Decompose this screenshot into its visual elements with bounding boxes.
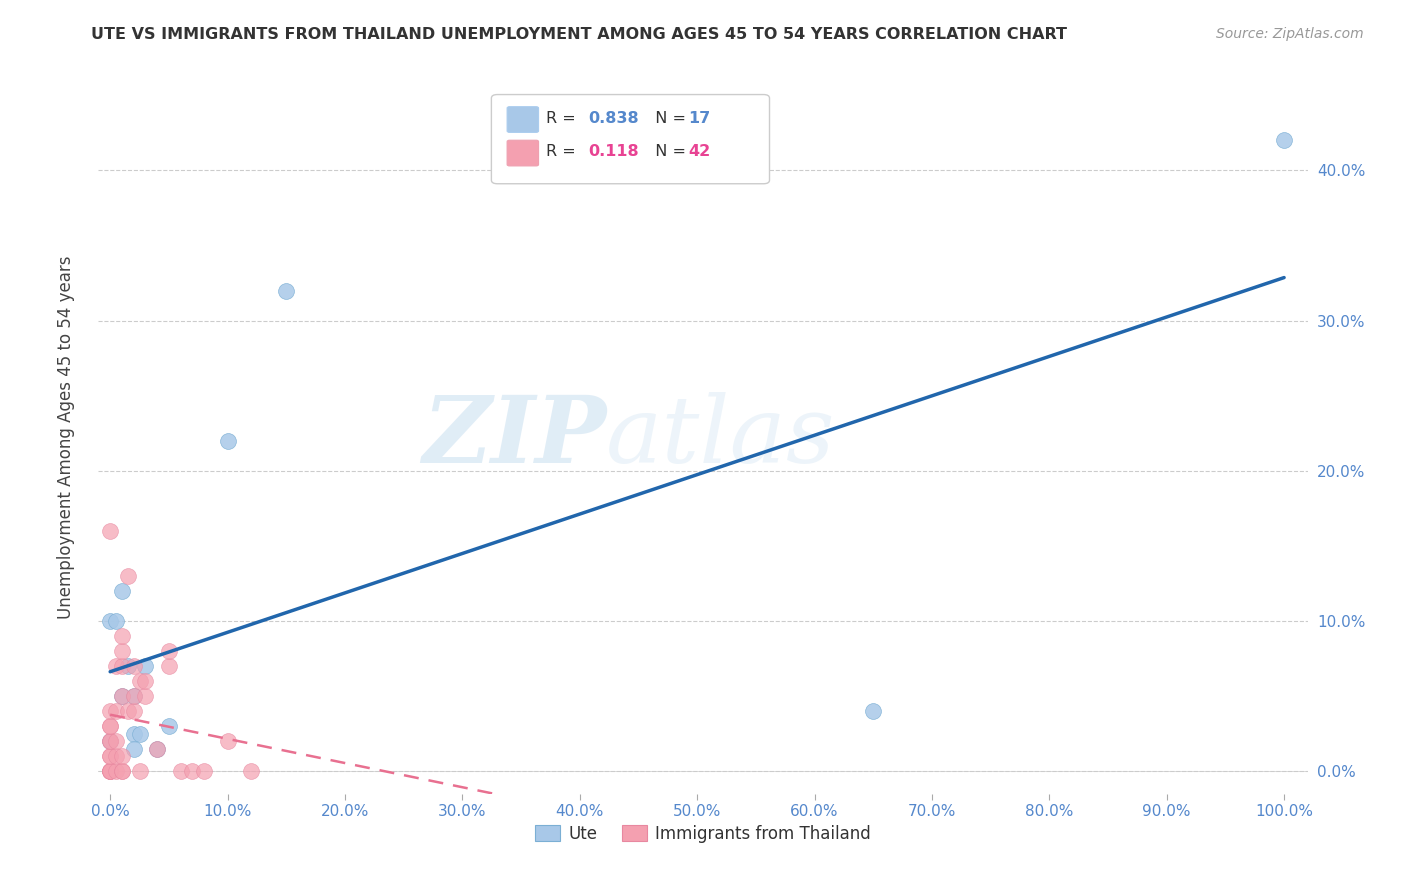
Point [134, 659, 156, 673]
Point [111, 749, 134, 764]
Point [105, 734, 128, 748]
Point [122, 727, 145, 741]
Point [157, 719, 180, 733]
Point [98, 749, 121, 764]
Text: 17: 17 [689, 111, 711, 126]
FancyBboxPatch shape [492, 95, 769, 184]
Point [862, 704, 884, 718]
Point [146, 741, 169, 756]
Text: R =: R = [546, 111, 581, 126]
Point [117, 659, 139, 673]
Point [98, 719, 121, 733]
Point [122, 704, 145, 718]
Text: 0.118: 0.118 [588, 145, 638, 159]
Point [111, 690, 134, 704]
Point [98, 734, 121, 748]
Point [98, 764, 121, 779]
Point [217, 734, 239, 748]
Point [128, 764, 150, 779]
Point [128, 727, 150, 741]
Point [217, 434, 239, 448]
Text: atlas: atlas [606, 392, 835, 482]
Point [193, 764, 215, 779]
Text: ZIP: ZIP [422, 392, 606, 482]
Point [98, 734, 121, 748]
Point [98, 734, 121, 748]
Point [98, 764, 121, 779]
Point [111, 764, 134, 779]
Point [117, 704, 139, 718]
Point [111, 659, 134, 673]
Point [105, 749, 128, 764]
Point [122, 741, 145, 756]
Point [1272, 133, 1295, 147]
Point [122, 659, 145, 673]
Text: Source: ZipAtlas.com: Source: ZipAtlas.com [1216, 27, 1364, 41]
Point [98, 704, 121, 718]
Point [98, 764, 121, 779]
Point [98, 524, 121, 538]
Text: N =: N = [645, 111, 692, 126]
Point [98, 719, 121, 733]
Point [276, 284, 298, 298]
Legend: Ute, Immigrants from Thailand: Ute, Immigrants from Thailand [529, 819, 877, 850]
Point [111, 584, 134, 599]
Point [105, 764, 128, 779]
Point [105, 704, 128, 718]
Point [98, 764, 121, 779]
Point [128, 674, 150, 689]
Point [98, 614, 121, 628]
Point [134, 674, 156, 689]
Point [111, 644, 134, 658]
Point [111, 629, 134, 643]
Point [105, 614, 128, 628]
Text: UTE VS IMMIGRANTS FROM THAILAND UNEMPLOYMENT AMONG AGES 45 TO 54 YEARS CORRELATI: UTE VS IMMIGRANTS FROM THAILAND UNEMPLOY… [91, 27, 1067, 42]
FancyBboxPatch shape [508, 107, 538, 132]
Text: N =: N = [645, 145, 692, 159]
Point [240, 764, 263, 779]
Point [169, 764, 191, 779]
Point [122, 690, 145, 704]
Point [134, 690, 156, 704]
Point [98, 764, 121, 779]
Point [157, 644, 180, 658]
Text: 42: 42 [689, 145, 711, 159]
Text: R =: R = [546, 145, 581, 159]
Point [111, 690, 134, 704]
Text: 0.838: 0.838 [588, 111, 638, 126]
Point [157, 659, 180, 673]
Point [122, 690, 145, 704]
Y-axis label: Unemployment Among Ages 45 to 54 years: Unemployment Among Ages 45 to 54 years [56, 255, 75, 619]
Point [98, 749, 121, 764]
Point [146, 741, 169, 756]
FancyBboxPatch shape [508, 140, 538, 166]
Point [105, 659, 128, 673]
Point [111, 764, 134, 779]
Point [117, 569, 139, 583]
Point [181, 764, 204, 779]
